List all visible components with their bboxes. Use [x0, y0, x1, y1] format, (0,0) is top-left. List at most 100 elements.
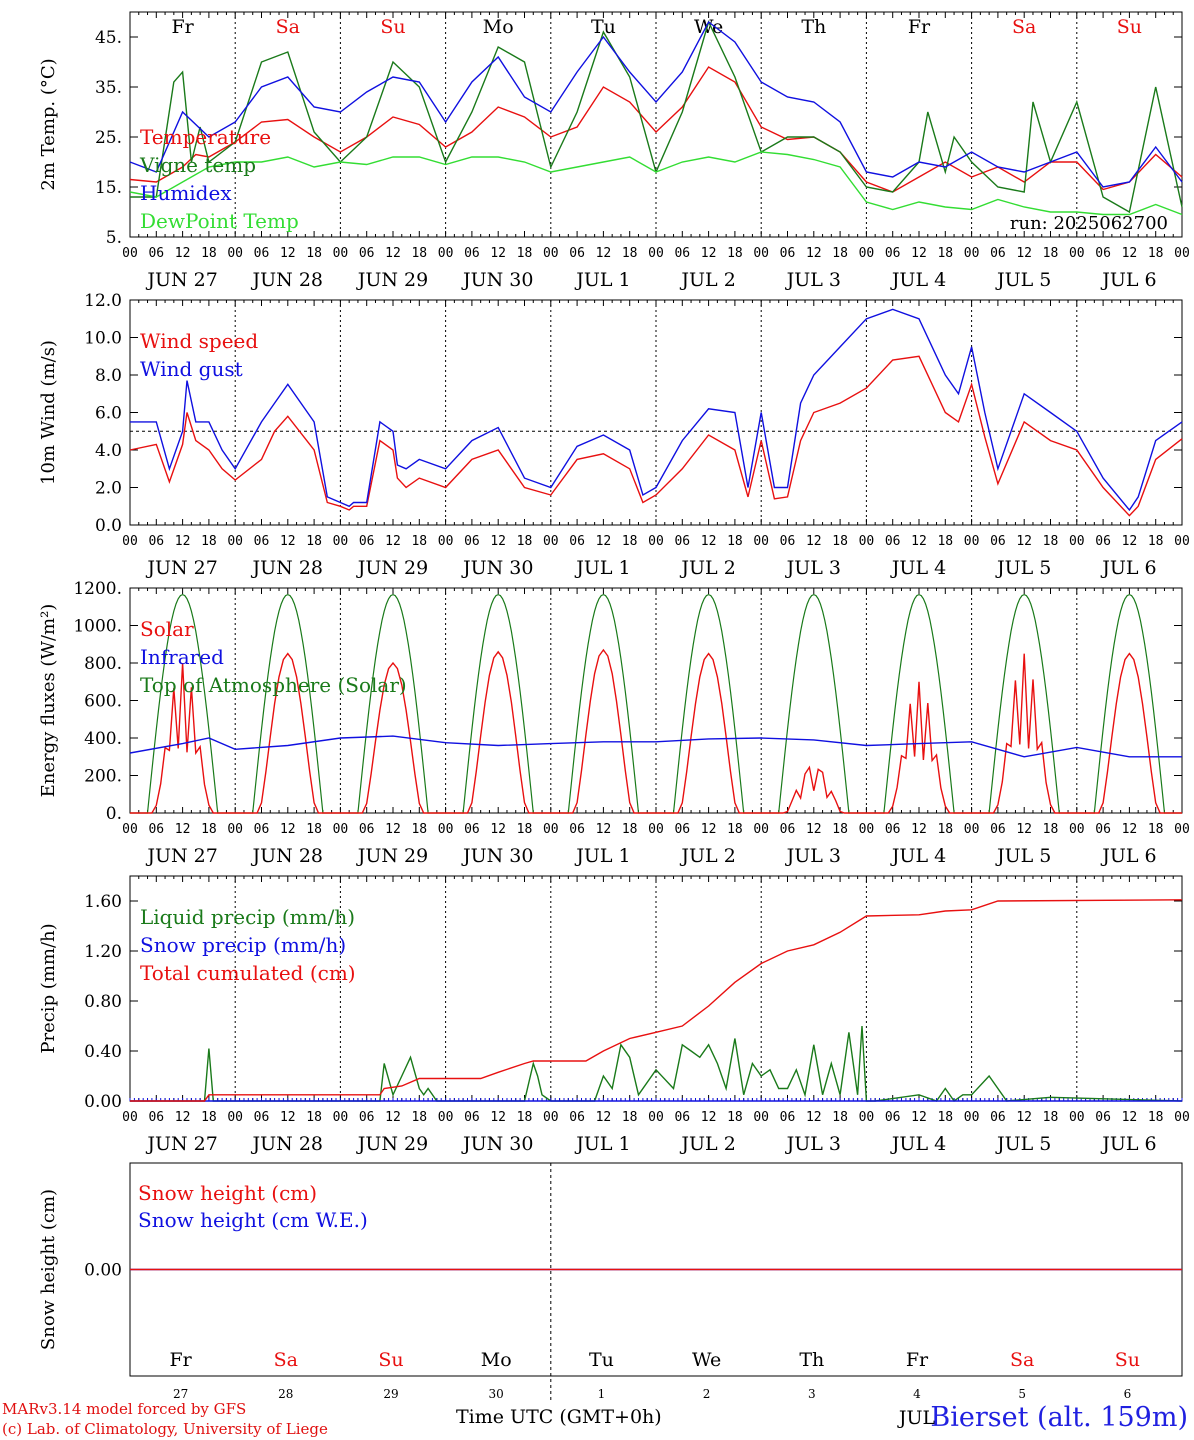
x-hour-label: 18 [937, 1110, 953, 1125]
x-date-label: JUN 27 [145, 845, 217, 867]
x-hour-label: 12 [596, 1110, 612, 1125]
x-hour-label: 12 [490, 1110, 506, 1125]
x-hour-label: 06 [885, 246, 901, 261]
x-hour-label: 00 [648, 246, 664, 261]
day-name-label: Su [378, 1349, 403, 1371]
legend-entry: Top of Atmosphere (Solar) [140, 673, 407, 697]
x-hour-label: 12 [596, 246, 612, 261]
x-hour-label: 12 [385, 1110, 401, 1125]
x-hour-label: 00 [648, 534, 664, 549]
series-line-temperature [129, 66, 1183, 193]
x-date-label: JUN 27 [145, 269, 217, 291]
day-name-label: Th [801, 16, 826, 38]
x-hour-label: 12 [385, 822, 401, 837]
y-tick-label: 35. [95, 78, 122, 98]
x-hour-label: 06 [780, 1110, 796, 1125]
x-hour-label: 00 [964, 1110, 980, 1125]
x-date-label: JUL 6 [1100, 269, 1156, 291]
x-hour-label: 00 [1069, 534, 1085, 549]
month-label: JUL [897, 1407, 936, 1429]
y-tick-label: 0. [106, 804, 122, 824]
x-date-label: JUL 4 [890, 557, 946, 579]
legend-entry: Infrared [140, 645, 224, 669]
x-hour-label: 06 [1095, 822, 1111, 837]
x-hour-label: 12 [806, 246, 822, 261]
x-hour-label: 18 [832, 822, 848, 837]
x-hour-label: 00 [333, 534, 349, 549]
x-date-label: JUN 29 [356, 1133, 428, 1155]
x-hour-label: 00 [543, 246, 559, 261]
x-hour-label: 06 [359, 534, 375, 549]
x-date-label: JUL 3 [785, 269, 841, 291]
x-hour-label: 12 [490, 822, 506, 837]
x-hour-label: 18 [622, 246, 638, 261]
day-name-label: Su [1115, 1349, 1140, 1371]
x-hour-label: 06 [359, 822, 375, 837]
x-hour-label: 12 [280, 822, 296, 837]
x-hour-label: 12 [701, 822, 717, 837]
series-line-total-cumulated-cm- [130, 899, 1183, 1102]
copyright-credit: (c) Lab. of Climatology, University of L… [2, 1420, 328, 1438]
y-tick-label: 6.0 [95, 404, 122, 424]
x-hour-label: 12 [701, 534, 717, 549]
x-date-label: JUL 3 [785, 845, 841, 867]
x-hour-label: 06 [464, 1110, 480, 1125]
x-hour-label: 00 [964, 246, 980, 261]
x-hour-label: 18 [622, 822, 638, 837]
x-hour-label: 18 [201, 822, 217, 837]
day-number-label: 4 [913, 1387, 921, 1401]
day-name-label: Fr [906, 1349, 929, 1371]
x-hour-label: 00 [753, 822, 769, 837]
x-date-label: JUL 5 [995, 557, 1051, 579]
x-hour-label: 00 [859, 246, 875, 261]
x-hour-label: 12 [911, 534, 927, 549]
day-number-label: 1 [598, 1387, 606, 1401]
y-tick-label: 10.0 [84, 329, 122, 349]
legend-entry: Vigne temp [139, 153, 256, 177]
x-date-label: JUL 2 [679, 1133, 735, 1155]
legend-entry: Snow height (cm W.E.) [138, 1208, 368, 1232]
x-hour-label: 18 [517, 534, 533, 549]
x-hour-label: 06 [990, 1110, 1006, 1125]
x-hour-label: 00 [543, 1110, 559, 1125]
x-date-label: JUN 29 [356, 557, 428, 579]
x-date-label: JUL 5 [995, 845, 1051, 867]
legend-entry: Total cumulated (cm) [140, 961, 356, 985]
day-name-label: Fr [169, 1349, 192, 1371]
day-number-label: 3 [808, 1387, 816, 1401]
x-hour-label: 06 [148, 822, 164, 837]
x-hour-label: 06 [780, 246, 796, 261]
y-tick-label: 0.00 [84, 1092, 122, 1112]
x-hour-label: 18 [201, 246, 217, 261]
x-hour-label: 12 [1122, 534, 1138, 549]
y-tick-label: 0.40 [84, 1042, 122, 1062]
series-line-solar [130, 648, 1182, 814]
x-hour-label: 00 [543, 822, 559, 837]
x-hour-label: 18 [306, 822, 322, 837]
day-name-label: Tu [591, 16, 616, 38]
x-hour-label: 00 [227, 534, 243, 549]
day-number-label: 27 [173, 1387, 188, 1401]
x-hour-label: 18 [937, 534, 953, 549]
x-date-label: JUN 27 [145, 1133, 217, 1155]
x-hour-label: 06 [359, 246, 375, 261]
y-tick-label: 1.60 [84, 892, 122, 912]
x-date-label: JUL 5 [995, 269, 1051, 291]
x-hour-label: 18 [306, 246, 322, 261]
x-date-label: JUL 2 [679, 845, 735, 867]
x-hour-label: 18 [937, 822, 953, 837]
x-hour-label: 00 [122, 1110, 138, 1125]
x-hour-label: 18 [1148, 1110, 1164, 1125]
x-hour-label: 06 [254, 246, 270, 261]
y-tick-label: 12.0 [84, 291, 122, 311]
day-name-label: Sa [1010, 1349, 1034, 1371]
legend-entry: Snow height (cm) [138, 1181, 317, 1205]
day-name-label: Mo [483, 16, 514, 38]
x-date-label: JUN 28 [251, 1133, 323, 1155]
day-number-label: 5 [1018, 1387, 1026, 1401]
x-hour-label: 12 [1016, 246, 1032, 261]
x-hour-label: 00 [859, 1110, 875, 1125]
x-hour-label: 18 [517, 1110, 533, 1125]
x-hour-label: 18 [1043, 246, 1059, 261]
x-hour-label: 06 [464, 534, 480, 549]
